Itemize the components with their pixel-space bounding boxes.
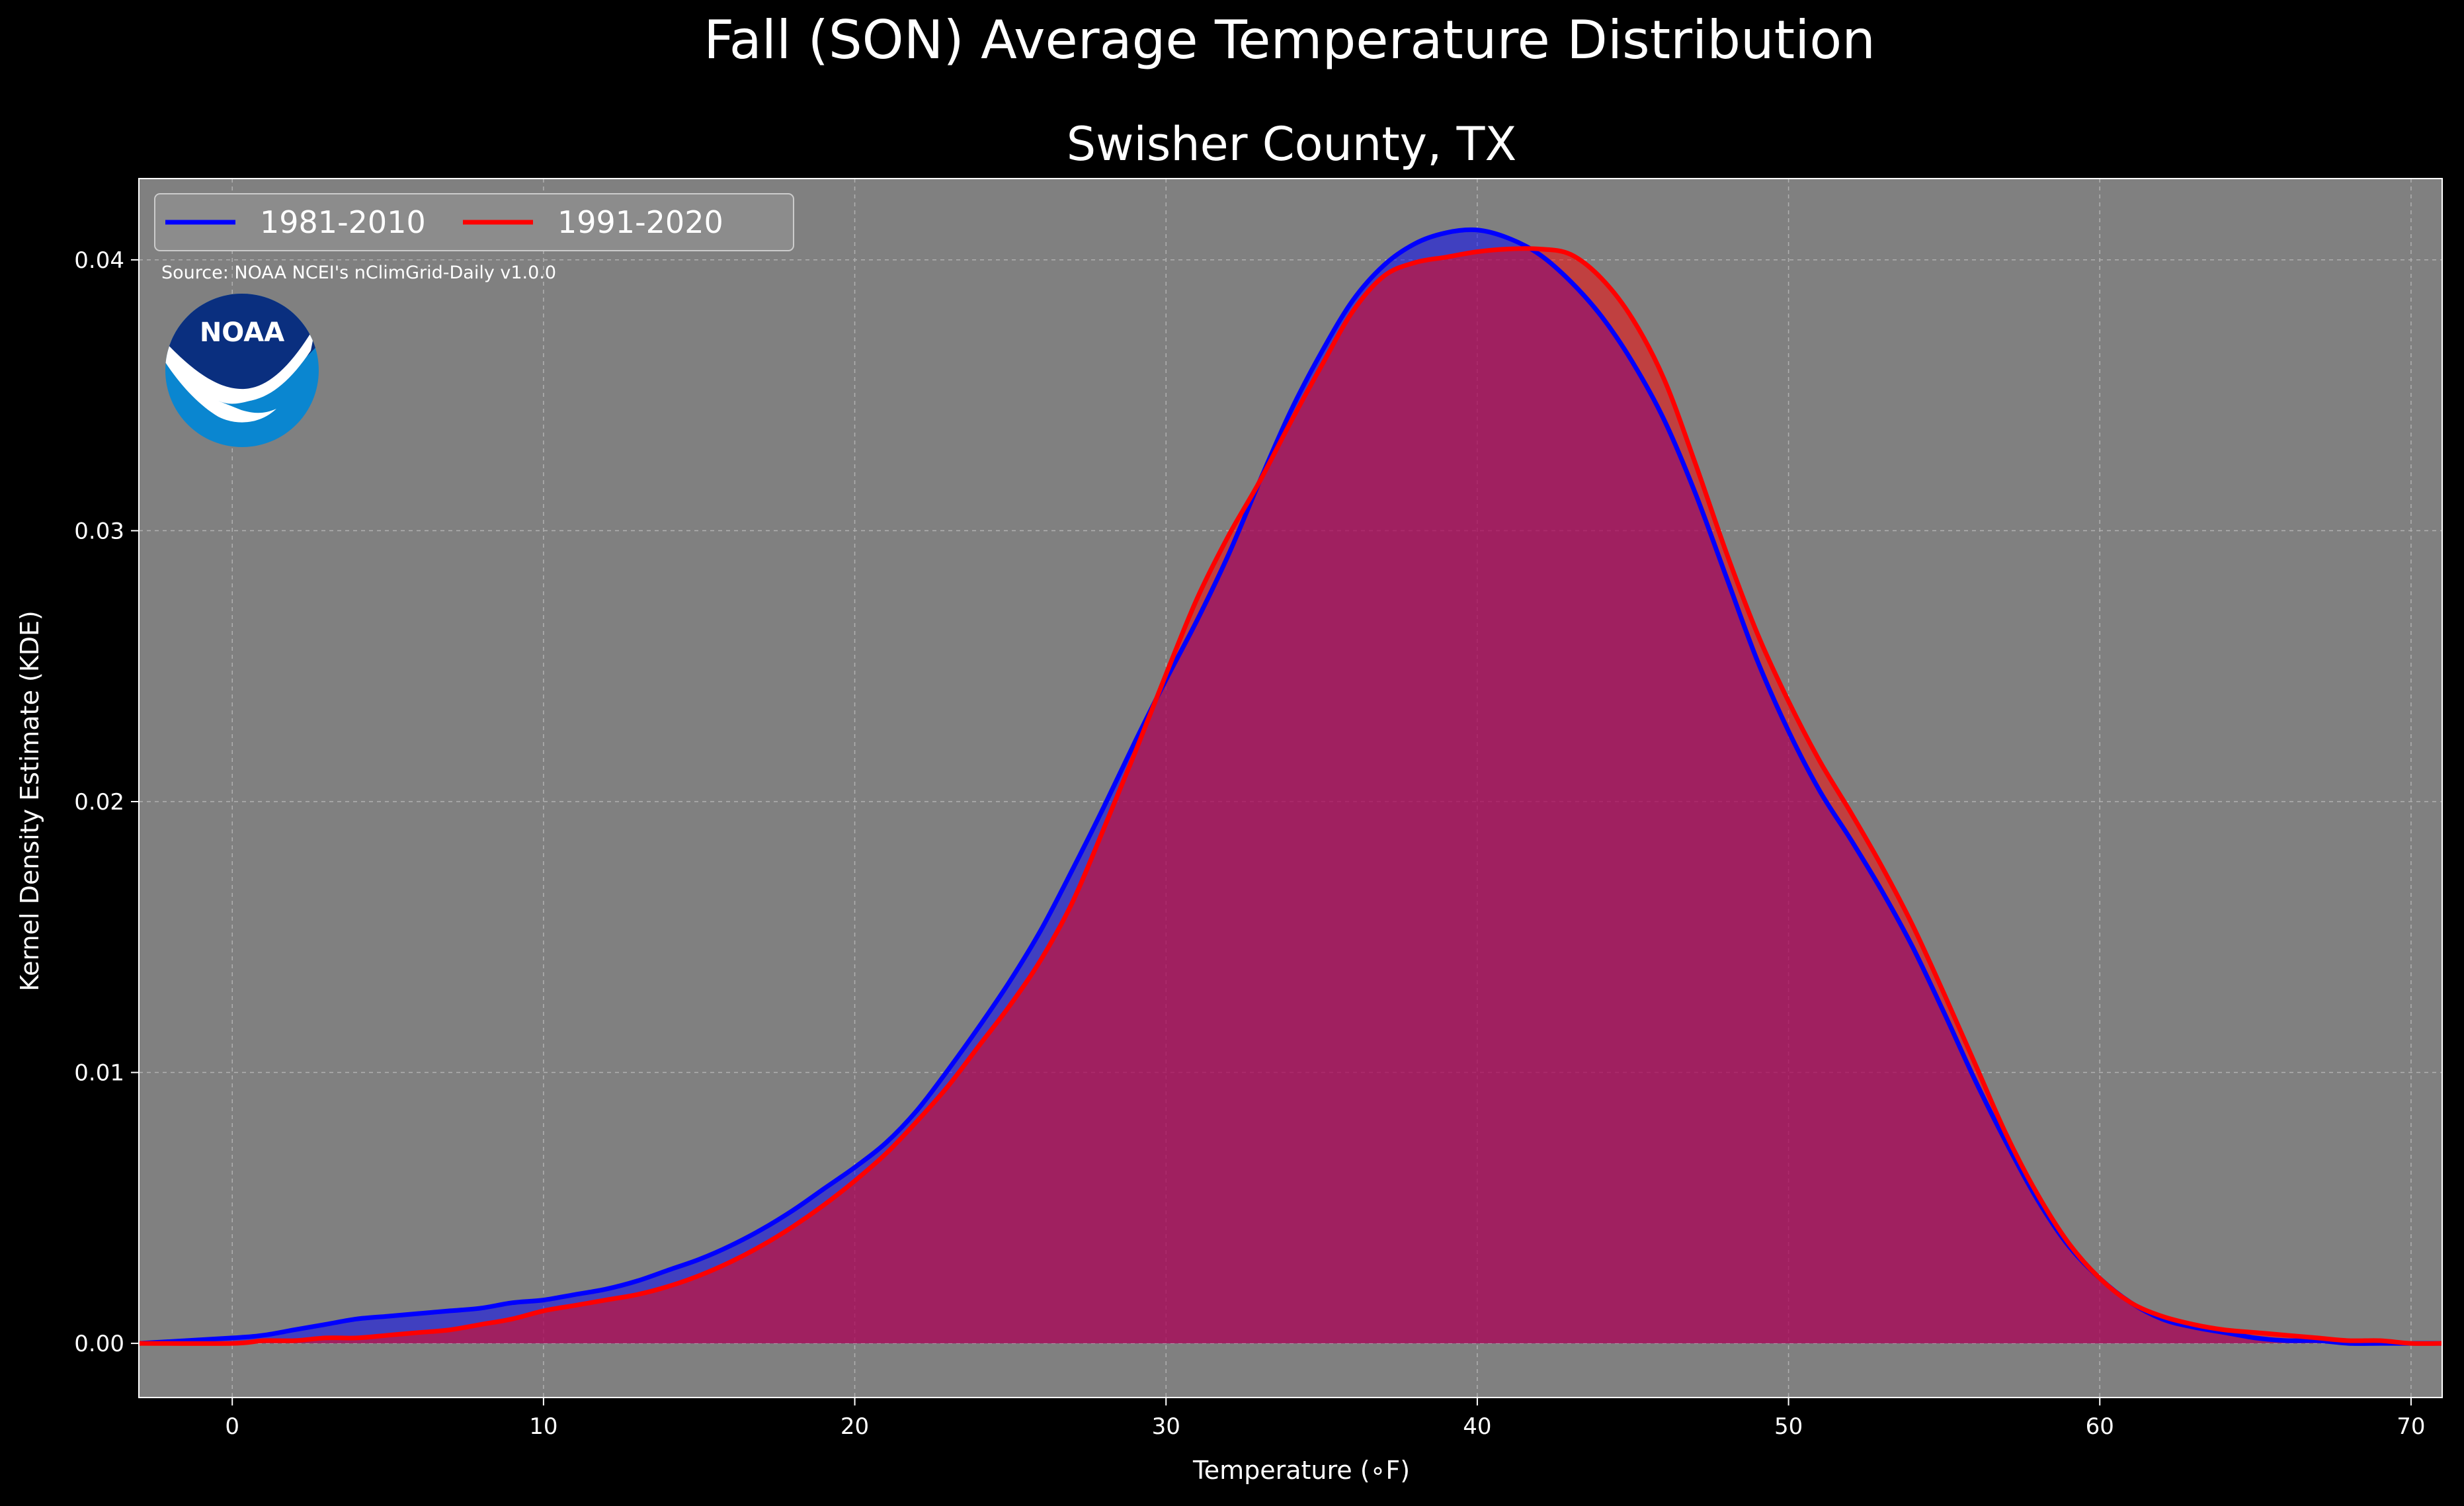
plot-frame <box>138 178 2443 1398</box>
legend-label-1991-2020: 1991-2020 <box>557 204 723 240</box>
series-fill-1991-2020 <box>139 248 2442 1344</box>
noaa-logo-text: NOAA <box>200 317 284 348</box>
chart-subtitle: Swisher County, TX <box>1067 117 1517 171</box>
x-axis-label: Temperature (∘F) <box>1192 1456 1410 1485</box>
legend: 1981-2010 1991-2020 <box>154 193 794 251</box>
x-tick-label: 10 <box>529 1413 557 1440</box>
source-note: Source: NOAA NCEI's nClimGrid-Daily v1.0… <box>161 263 556 283</box>
y-tick-label: 0.04 <box>74 247 124 274</box>
legend-label-1981-2010: 1981-2010 <box>260 204 426 240</box>
y-tick-label: 0.02 <box>74 789 124 816</box>
y-axis-label: Kernel Density Estimate (KDE) <box>15 610 44 991</box>
x-axis-ticks: 0 10 20 30 40 50 60 70 <box>225 1398 2426 1440</box>
x-tick-label: 20 <box>841 1413 869 1440</box>
x-tick-label: 70 <box>2397 1413 2425 1440</box>
series-line-1991-2020 <box>138 246 2443 1346</box>
x-tick-label: 30 <box>1152 1413 1180 1440</box>
y-tick-label: 0.03 <box>74 518 124 544</box>
plot-area <box>138 178 2443 1398</box>
y-tick-label: 0.01 <box>74 1060 124 1087</box>
noaa-logo-sky <box>165 294 319 390</box>
y-tick-label: 0.00 <box>74 1331 124 1357</box>
series-line-1981-2010 <box>138 227 2442 1346</box>
x-tick-label: 0 <box>225 1413 239 1440</box>
series-layer <box>138 227 2443 1346</box>
x-tick-label: 60 <box>2086 1413 2114 1440</box>
noaa-logo: NOAA <box>165 294 319 447</box>
y-axis-ticks: 0.00 0.01 0.02 0.03 0.04 <box>74 247 139 1357</box>
noaa-logo-gull <box>165 324 316 423</box>
chart-title: Fall (SON) Average Temperature Distribut… <box>704 9 1875 71</box>
x-tick-label: 40 <box>1463 1413 1491 1440</box>
x-tick-label: 50 <box>1774 1413 1803 1440</box>
